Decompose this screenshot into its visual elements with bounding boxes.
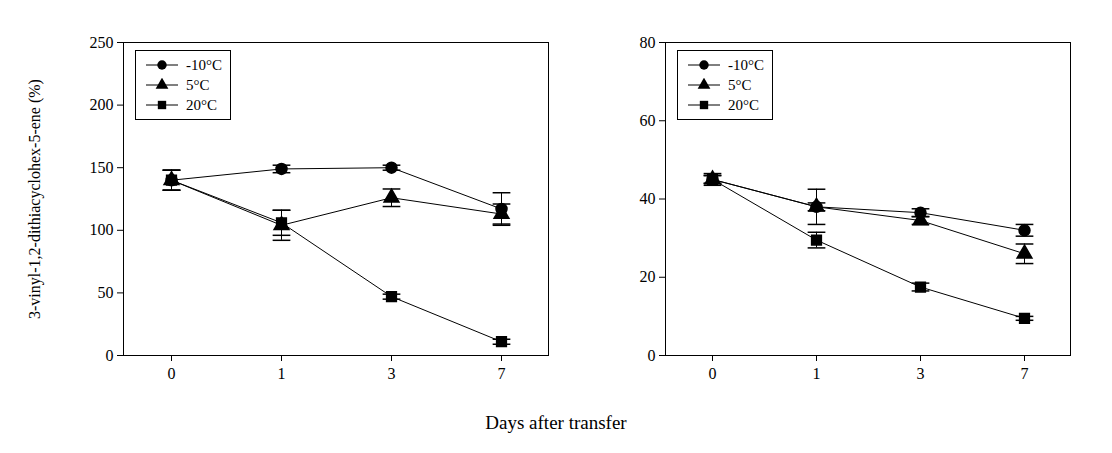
svg-text:0: 0 [168,365,176,382]
svg-text:100: 100 [90,221,114,238]
svg-text:1: 1 [278,365,286,382]
svg-text:3: 3 [388,365,396,382]
svg-text:200: 200 [90,96,114,113]
svg-text:40: 40 [640,190,656,207]
html-text:20°C: 20°C [728,96,759,113]
svg-text:50: 50 [98,284,114,301]
svg-text:250: 250 [90,34,114,51]
svg-text:80: 80 [640,34,656,51]
svg-text:1: 1 [813,365,821,382]
html-text:-10°C: -10°C [728,56,764,73]
html-text:5°C: 5°C [728,76,752,93]
svg-text:3-vinyl-1,2-dithiacyclohex-5-e: 3-vinyl-1,2-dithiacyclohex-5-ene (%) [26,79,44,319]
svg-text:0: 0 [709,365,717,382]
html-text:-10°C: -10°C [186,56,222,73]
svg-text:7: 7 [1021,365,1029,382]
svg-text:150: 150 [90,159,114,176]
svg-text:60: 60 [640,112,656,129]
html-text:20°C: 20°C [186,96,217,113]
html-text:5°C: 5°C [186,76,210,93]
svg-text:0: 0 [106,347,114,364]
svg-text:7: 7 [498,365,506,382]
html-text:Days after transfer: Days after transfer [485,412,627,433]
svg-text:3: 3 [917,365,925,382]
svg-text:20: 20 [640,268,656,285]
svg-text:0: 0 [648,347,656,364]
